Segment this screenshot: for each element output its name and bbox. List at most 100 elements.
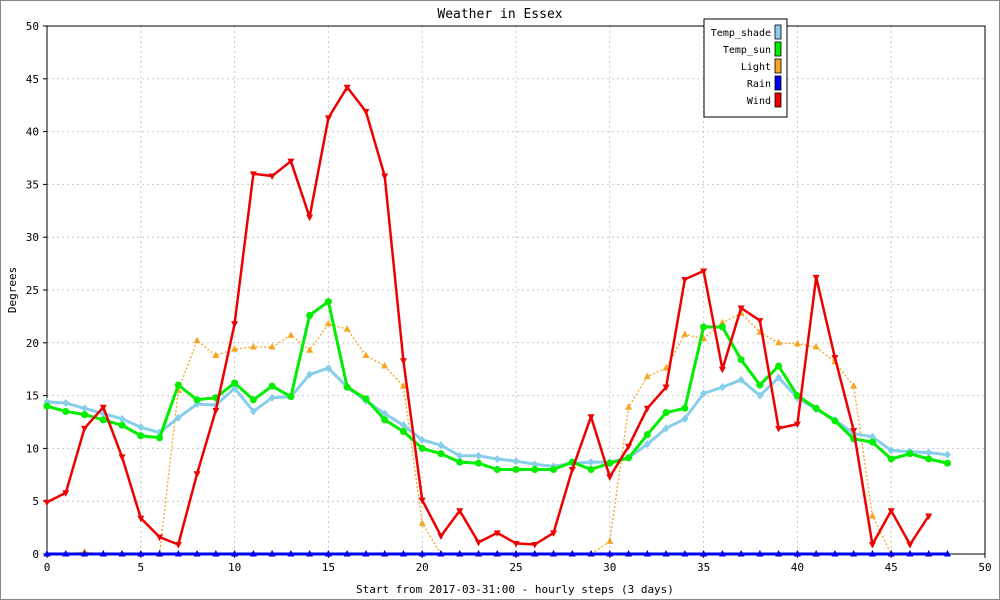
data-point-rain: [193, 550, 201, 557]
data-point-wind: [193, 471, 201, 478]
data-point-temp-sun: [775, 362, 783, 370]
legend-label-temp-shade: Temp_shade: [711, 28, 771, 39]
y-tick-label: 10: [26, 442, 39, 455]
data-point-rain: [737, 550, 745, 557]
data-point-temp-sun: [362, 395, 370, 403]
data-point-rain: [474, 550, 482, 557]
data-point-wind: [343, 84, 351, 92]
data-point-temp-shade: [81, 404, 89, 413]
data-point-rain: [606, 550, 614, 557]
data-point-rain: [343, 550, 351, 557]
data-point-temp-sun: [268, 382, 276, 390]
data-point-temp-sun: [381, 416, 389, 424]
data-point-rain: [643, 550, 651, 557]
data-point-rain: [775, 550, 783, 557]
data-point-light: [249, 343, 257, 350]
data-point-light: [381, 362, 389, 369]
data-point-rain: [493, 550, 501, 557]
data-point-temp-sun: [587, 466, 595, 474]
data-point-temp-shade: [474, 451, 482, 460]
data-point-light: [643, 372, 651, 380]
x-tick-label: 25: [509, 561, 522, 574]
y-tick-label: 0: [32, 548, 39, 561]
data-point-temp-sun: [700, 323, 708, 331]
axes-layer: 0 5 10 15 20 25 30 35 40 45 50 0 5 10 15 20 25 30 35 40 45 50: [26, 20, 992, 574]
x-tick-label: 0: [44, 561, 51, 574]
data-point-temp-sun: [231, 379, 239, 387]
data-point-wind: [362, 109, 370, 116]
data-point-temp-shade: [887, 446, 895, 455]
data-point-rain: [399, 550, 407, 557]
data-point-temp-shade: [437, 441, 445, 450]
x-tick-label: 15: [322, 561, 335, 574]
data-point-rain: [587, 550, 595, 557]
data-point-light: [287, 331, 295, 338]
data-point-rain: [174, 550, 182, 557]
data-point-temp-sun: [493, 466, 501, 474]
data-point-light: [268, 343, 276, 350]
data-point-rain: [625, 550, 633, 557]
data-point-wind: [906, 541, 914, 549]
data-point-temp-shade: [587, 458, 595, 467]
data-point-wind: [662, 384, 670, 392]
data-point-temp-shade: [925, 448, 933, 457]
data-point-wind: [306, 214, 314, 222]
legend-swatch-temp-sun: [774, 41, 782, 57]
legend-label-wind: Wind: [747, 96, 771, 107]
data-point-temp-shade: [531, 460, 539, 469]
series-temp-sun: [43, 298, 951, 474]
data-point-temp-shade: [324, 364, 332, 373]
data-point-rain: [418, 550, 426, 557]
data-point-wind: [437, 533, 445, 541]
data-point-rain: [925, 550, 933, 557]
data-point-light: [868, 511, 876, 519]
y-tick-label: 30: [26, 231, 39, 244]
data-point-light: [362, 351, 370, 358]
data-point-wind: [418, 497, 426, 505]
y-tick-label: 15: [26, 390, 39, 403]
data-point-light: [850, 382, 858, 389]
data-point-temp-sun: [606, 459, 614, 467]
data-point-temp-sun: [512, 466, 520, 474]
series-light: [43, 309, 895, 557]
legend-swatch-light: [774, 58, 782, 74]
data-point-temp-sun: [887, 455, 895, 463]
data-point-rain: [681, 550, 689, 557]
legend-box: [703, 18, 788, 118]
data-point-temp-shade: [381, 409, 389, 418]
data-point-rain: [99, 550, 107, 557]
data-point-wind: [137, 515, 145, 523]
data-point-wind: [512, 540, 520, 548]
data-point-wind: [99, 404, 107, 412]
x-tick-label: 35: [697, 561, 710, 574]
data-point-wind: [587, 414, 595, 421]
data-point-temp-shade: [756, 391, 764, 400]
data-point-temp-sun: [456, 458, 464, 466]
data-point-rain: [756, 550, 764, 557]
data-point-wind: [231, 321, 239, 328]
data-point-rain: [324, 550, 332, 557]
data-point-rain: [662, 550, 670, 557]
data-point-light: [793, 339, 801, 347]
data-point-wind: [456, 508, 464, 515]
data-point-rain: [268, 550, 276, 557]
data-point-temp-sun: [287, 393, 295, 401]
data-point-temp-shade: [399, 421, 407, 430]
data-point-rain: [906, 550, 914, 557]
data-point-light: [606, 537, 614, 544]
data-point-rain: [231, 550, 239, 557]
data-point-rain: [156, 550, 164, 557]
data-point-temp-shade: [662, 424, 670, 433]
data-point-wind: [287, 158, 295, 166]
data-point-rain: [943, 550, 951, 557]
data-point-temp-shade: [137, 423, 145, 432]
y-tick-label: 20: [26, 337, 39, 350]
y-tick-label: 40: [26, 126, 39, 139]
series-rain: [43, 550, 951, 557]
data-point-wind: [793, 421, 801, 429]
data-point-temp-sun: [99, 416, 107, 424]
data-point-light: [193, 336, 201, 344]
data-point-wind: [43, 499, 51, 507]
